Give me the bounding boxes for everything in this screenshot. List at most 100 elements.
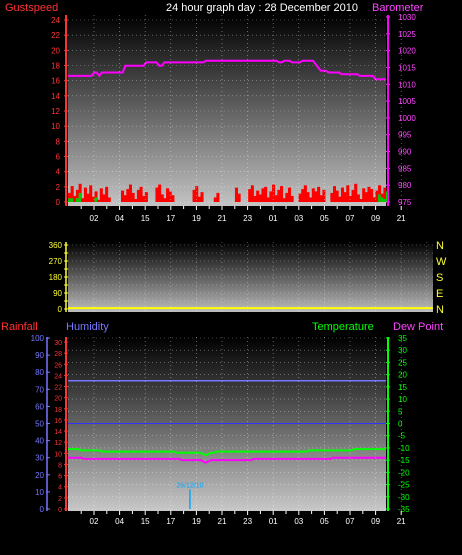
gust-bar bbox=[272, 184, 276, 202]
baro-tick-label: 1000 bbox=[398, 114, 416, 123]
gust-bar bbox=[99, 188, 103, 202]
humidity-tick-label: 60 bbox=[35, 402, 44, 411]
gust-bar bbox=[311, 188, 315, 202]
p3-xtick-label: 21 bbox=[218, 517, 227, 526]
baro-tick-label: 990 bbox=[398, 148, 412, 157]
gust-bar bbox=[303, 185, 307, 202]
rain-tick-label: 10 bbox=[54, 451, 62, 458]
gust-tick-label: 8 bbox=[56, 137, 61, 146]
temp-tick-label: -10 bbox=[398, 444, 410, 453]
p1-xtick-label: 21 bbox=[397, 214, 406, 223]
temp-tick-label: 30 bbox=[398, 346, 407, 355]
gust-bar bbox=[75, 189, 79, 202]
gust-bar bbox=[163, 198, 167, 202]
rain-tick-label: 20 bbox=[54, 396, 62, 403]
gust-bar bbox=[364, 192, 368, 202]
gust-tick-label: 12 bbox=[51, 107, 60, 116]
compass-label: E bbox=[436, 288, 443, 300]
p3-xtick-label: 17 bbox=[166, 517, 175, 526]
wind-bar bbox=[70, 198, 74, 202]
rain-tick-label: 4 bbox=[58, 485, 62, 492]
rain-tick-label: 28 bbox=[54, 351, 62, 358]
gust-bar bbox=[121, 190, 125, 202]
gust-bar bbox=[83, 187, 87, 202]
direction-tick-label: 180 bbox=[49, 273, 63, 282]
gust-bar bbox=[73, 195, 77, 202]
rain-annotation: 26/12/10 bbox=[176, 483, 203, 490]
rain-tick-label: 22 bbox=[54, 385, 62, 392]
baro-tick-label: 1015 bbox=[398, 63, 416, 72]
p1-xtick-label: 23 bbox=[243, 214, 252, 223]
gust-tick-label: 4 bbox=[56, 168, 61, 177]
temperature-line bbox=[68, 448, 386, 457]
compass-label: W bbox=[436, 256, 447, 268]
gust-bar bbox=[330, 192, 334, 202]
gust-bar bbox=[136, 189, 140, 202]
baro-tick-label: 1005 bbox=[398, 97, 416, 106]
gust-bar bbox=[126, 189, 130, 202]
gust-bar bbox=[378, 185, 382, 202]
temp-tick-label: -5 bbox=[398, 432, 406, 441]
gust-bar bbox=[359, 198, 363, 202]
gust-bar bbox=[213, 197, 217, 202]
gust-bar bbox=[234, 187, 238, 202]
gust-bar bbox=[160, 194, 164, 202]
p3-xtick-label: 01 bbox=[269, 517, 278, 526]
rain-tick-label: 2 bbox=[58, 496, 62, 503]
p3-xtick-label: 02 bbox=[90, 517, 99, 526]
temp-tick-label: -30 bbox=[398, 493, 410, 502]
gust-bar bbox=[351, 189, 355, 202]
baro-tick-label: 985 bbox=[398, 164, 412, 173]
p1-xtick-label: 21 bbox=[218, 214, 227, 223]
humidity-tick-label: 50 bbox=[35, 420, 44, 429]
direction-plot bbox=[68, 242, 433, 312]
humidity-tick-label: 20 bbox=[35, 471, 44, 480]
gust-bar bbox=[81, 198, 85, 202]
gust-bar bbox=[86, 193, 90, 202]
gust-bar bbox=[253, 195, 257, 202]
direction-tick-label: 360 bbox=[49, 241, 63, 250]
gust-bar bbox=[282, 198, 286, 202]
gust-bar bbox=[197, 196, 201, 202]
wind-bar bbox=[380, 197, 384, 202]
gust-bar bbox=[142, 195, 146, 202]
humidity-tick-label: 100 bbox=[31, 334, 45, 343]
rain-tick-label: 26 bbox=[54, 362, 62, 369]
gust-bar bbox=[250, 185, 254, 202]
gust-bar bbox=[68, 192, 72, 202]
gust-bar bbox=[264, 186, 268, 202]
gust-bar bbox=[97, 199, 101, 202]
gust-bar bbox=[261, 188, 265, 202]
gust-bar bbox=[287, 187, 291, 202]
gust-bar bbox=[128, 184, 132, 202]
gust-bar bbox=[314, 191, 318, 202]
wind-bar bbox=[78, 192, 82, 202]
dewpoint-label: Dew Point bbox=[393, 321, 443, 333]
baro-tick-label: 1010 bbox=[398, 80, 416, 89]
gust-tick-label: 2 bbox=[56, 183, 61, 192]
gust-bar bbox=[346, 185, 350, 202]
p1-xtick-label: 03 bbox=[294, 214, 303, 223]
gust-bar bbox=[102, 194, 106, 202]
temp-tick-label: 0 bbox=[398, 420, 403, 429]
gust-bar bbox=[335, 190, 339, 202]
p3-xtick-label: 07 bbox=[346, 517, 355, 526]
wind-bar bbox=[94, 197, 98, 202]
gust-bar bbox=[107, 197, 111, 202]
baro-tick-label: 980 bbox=[398, 181, 412, 190]
gust-bar bbox=[237, 193, 241, 202]
humidity-tick-label: 90 bbox=[35, 351, 44, 360]
p3-xtick-label: 23 bbox=[243, 517, 252, 526]
gust-bar bbox=[354, 183, 358, 202]
temp-tick-label: 15 bbox=[398, 383, 407, 392]
gust-bar bbox=[94, 191, 98, 202]
p1-xtick-label: 04 bbox=[115, 214, 124, 223]
gust-bar bbox=[105, 186, 109, 202]
p1-xtick-label: 01 bbox=[269, 214, 278, 223]
gust-bar bbox=[91, 196, 95, 202]
gust-tick-label: 22 bbox=[51, 31, 60, 40]
rain-tick-label: 30 bbox=[54, 340, 62, 347]
rain-tick-label: 12 bbox=[54, 440, 62, 447]
barometer-label: Barometer bbox=[372, 2, 424, 14]
